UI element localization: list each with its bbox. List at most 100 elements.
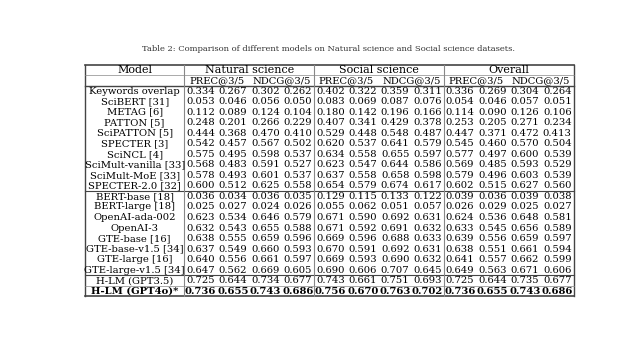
Text: 0.087: 0.087 xyxy=(381,97,410,106)
Text: 0.598: 0.598 xyxy=(413,171,442,180)
Text: 0.539: 0.539 xyxy=(543,171,572,180)
Text: 0.504: 0.504 xyxy=(543,139,572,148)
Text: 0.605: 0.605 xyxy=(284,266,312,275)
Text: 0.036: 0.036 xyxy=(186,192,215,201)
Text: 0.034: 0.034 xyxy=(219,192,248,201)
Text: 0.083: 0.083 xyxy=(316,97,344,106)
Text: 0.341: 0.341 xyxy=(348,118,377,127)
Text: 0.644: 0.644 xyxy=(478,276,507,285)
Text: 0.707: 0.707 xyxy=(381,266,410,275)
Text: 0.736: 0.736 xyxy=(185,287,216,296)
Text: 0.234: 0.234 xyxy=(543,118,572,127)
Text: 0.647: 0.647 xyxy=(186,266,215,275)
Text: 0.661: 0.661 xyxy=(511,245,539,253)
Text: 0.598: 0.598 xyxy=(251,150,280,159)
Text: 0.051: 0.051 xyxy=(381,202,410,211)
Text: 0.039: 0.039 xyxy=(511,192,539,201)
Text: 0.594: 0.594 xyxy=(543,245,572,253)
Text: 0.248: 0.248 xyxy=(186,118,215,127)
Text: 0.640: 0.640 xyxy=(186,255,215,264)
Text: 0.600: 0.600 xyxy=(511,150,539,159)
Text: 0.069: 0.069 xyxy=(349,97,377,106)
Text: 0.633: 0.633 xyxy=(413,234,442,243)
Text: 0.547: 0.547 xyxy=(348,160,377,169)
Text: 0.036: 0.036 xyxy=(252,192,280,201)
Text: Table 2: Comparison of different models on Natural science and Social science da: Table 2: Comparison of different models … xyxy=(141,45,515,53)
Text: 0.688: 0.688 xyxy=(381,234,410,243)
Text: 0.549: 0.549 xyxy=(219,245,248,253)
Text: 0.702: 0.702 xyxy=(412,287,444,296)
Text: 0.641: 0.641 xyxy=(381,139,410,148)
Text: 0.470: 0.470 xyxy=(251,129,280,138)
Text: 0.656: 0.656 xyxy=(511,224,539,233)
Text: 0.253: 0.253 xyxy=(445,118,474,127)
Text: 0.637: 0.637 xyxy=(186,245,215,253)
Text: 0.563: 0.563 xyxy=(478,266,507,275)
Text: 0.413: 0.413 xyxy=(543,129,572,138)
Text: 0.460: 0.460 xyxy=(478,139,507,148)
Text: 0.558: 0.558 xyxy=(348,171,377,180)
Text: 0.046: 0.046 xyxy=(478,97,507,106)
Text: 0.659: 0.659 xyxy=(252,234,280,243)
Text: 0.448: 0.448 xyxy=(348,129,377,138)
Text: 0.322: 0.322 xyxy=(348,87,377,95)
Text: 0.644: 0.644 xyxy=(219,276,248,285)
Text: 0.493: 0.493 xyxy=(219,171,248,180)
Text: 0.054: 0.054 xyxy=(445,97,474,106)
Text: H-LM (GPT4o)*: H-LM (GPT4o)* xyxy=(91,287,179,296)
Text: 0.537: 0.537 xyxy=(284,171,312,180)
Text: GTE-large-v1.5 [34]: GTE-large-v1.5 [34] xyxy=(84,266,185,275)
Text: 0.597: 0.597 xyxy=(284,255,312,264)
Text: 0.632: 0.632 xyxy=(186,224,215,233)
Text: 0.196: 0.196 xyxy=(381,108,410,117)
Text: H-LM (GPT3.5): H-LM (GPT3.5) xyxy=(96,276,173,285)
Text: 0.142: 0.142 xyxy=(348,108,377,117)
Text: PREC@3/5: PREC@3/5 xyxy=(449,76,504,85)
Text: SciNCL [4]: SciNCL [4] xyxy=(107,150,163,159)
Text: 0.542: 0.542 xyxy=(186,139,215,148)
Text: 0.579: 0.579 xyxy=(445,171,474,180)
Text: 0.545: 0.545 xyxy=(445,139,474,148)
Text: 0.617: 0.617 xyxy=(413,181,442,190)
Text: 0.597: 0.597 xyxy=(543,234,572,243)
Text: 0.114: 0.114 xyxy=(445,108,474,117)
Text: 0.262: 0.262 xyxy=(284,87,312,95)
Text: 0.126: 0.126 xyxy=(511,108,539,117)
Text: 0.756: 0.756 xyxy=(315,287,346,296)
Text: SciPATTON [5]: SciPATTON [5] xyxy=(97,129,173,138)
Text: 0.472: 0.472 xyxy=(511,129,540,138)
Text: 0.556: 0.556 xyxy=(478,234,507,243)
Text: 0.025: 0.025 xyxy=(511,202,539,211)
Text: 0.334: 0.334 xyxy=(186,87,215,95)
Text: 0.024: 0.024 xyxy=(251,202,280,211)
Text: 0.497: 0.497 xyxy=(478,150,507,159)
Text: 0.371: 0.371 xyxy=(478,129,507,138)
Text: NDCG@3/5: NDCG@3/5 xyxy=(382,76,440,85)
Text: 0.692: 0.692 xyxy=(381,245,410,253)
Text: 0.686: 0.686 xyxy=(282,287,314,296)
Text: 0.577: 0.577 xyxy=(445,150,474,159)
Text: 0.529: 0.529 xyxy=(316,129,344,138)
Text: 0.264: 0.264 xyxy=(543,87,572,95)
Text: 0.051: 0.051 xyxy=(543,97,572,106)
Text: 0.677: 0.677 xyxy=(284,276,312,285)
Text: SPECTER [3]: SPECTER [3] xyxy=(101,139,168,148)
Text: 0.669: 0.669 xyxy=(252,266,280,275)
Text: 0.267: 0.267 xyxy=(219,87,247,95)
Text: 0.623: 0.623 xyxy=(186,213,215,222)
Text: 0.669: 0.669 xyxy=(316,255,344,264)
Text: 0.600: 0.600 xyxy=(186,181,215,190)
Text: 0.201: 0.201 xyxy=(219,118,248,127)
Text: 0.027: 0.027 xyxy=(543,202,572,211)
Text: 0.669: 0.669 xyxy=(316,234,344,243)
Text: NDCG@3/5: NDCG@3/5 xyxy=(252,76,311,85)
Text: 0.180: 0.180 xyxy=(316,108,345,117)
Text: 0.055: 0.055 xyxy=(316,202,344,211)
Text: 0.590: 0.590 xyxy=(348,213,377,222)
Text: 0.646: 0.646 xyxy=(252,213,280,222)
Text: 0.655: 0.655 xyxy=(477,287,508,296)
Text: 0.655: 0.655 xyxy=(381,150,410,159)
Text: PREC@3/5: PREC@3/5 xyxy=(319,76,374,85)
Text: 0.725: 0.725 xyxy=(445,276,474,285)
Text: 0.545: 0.545 xyxy=(478,224,507,233)
